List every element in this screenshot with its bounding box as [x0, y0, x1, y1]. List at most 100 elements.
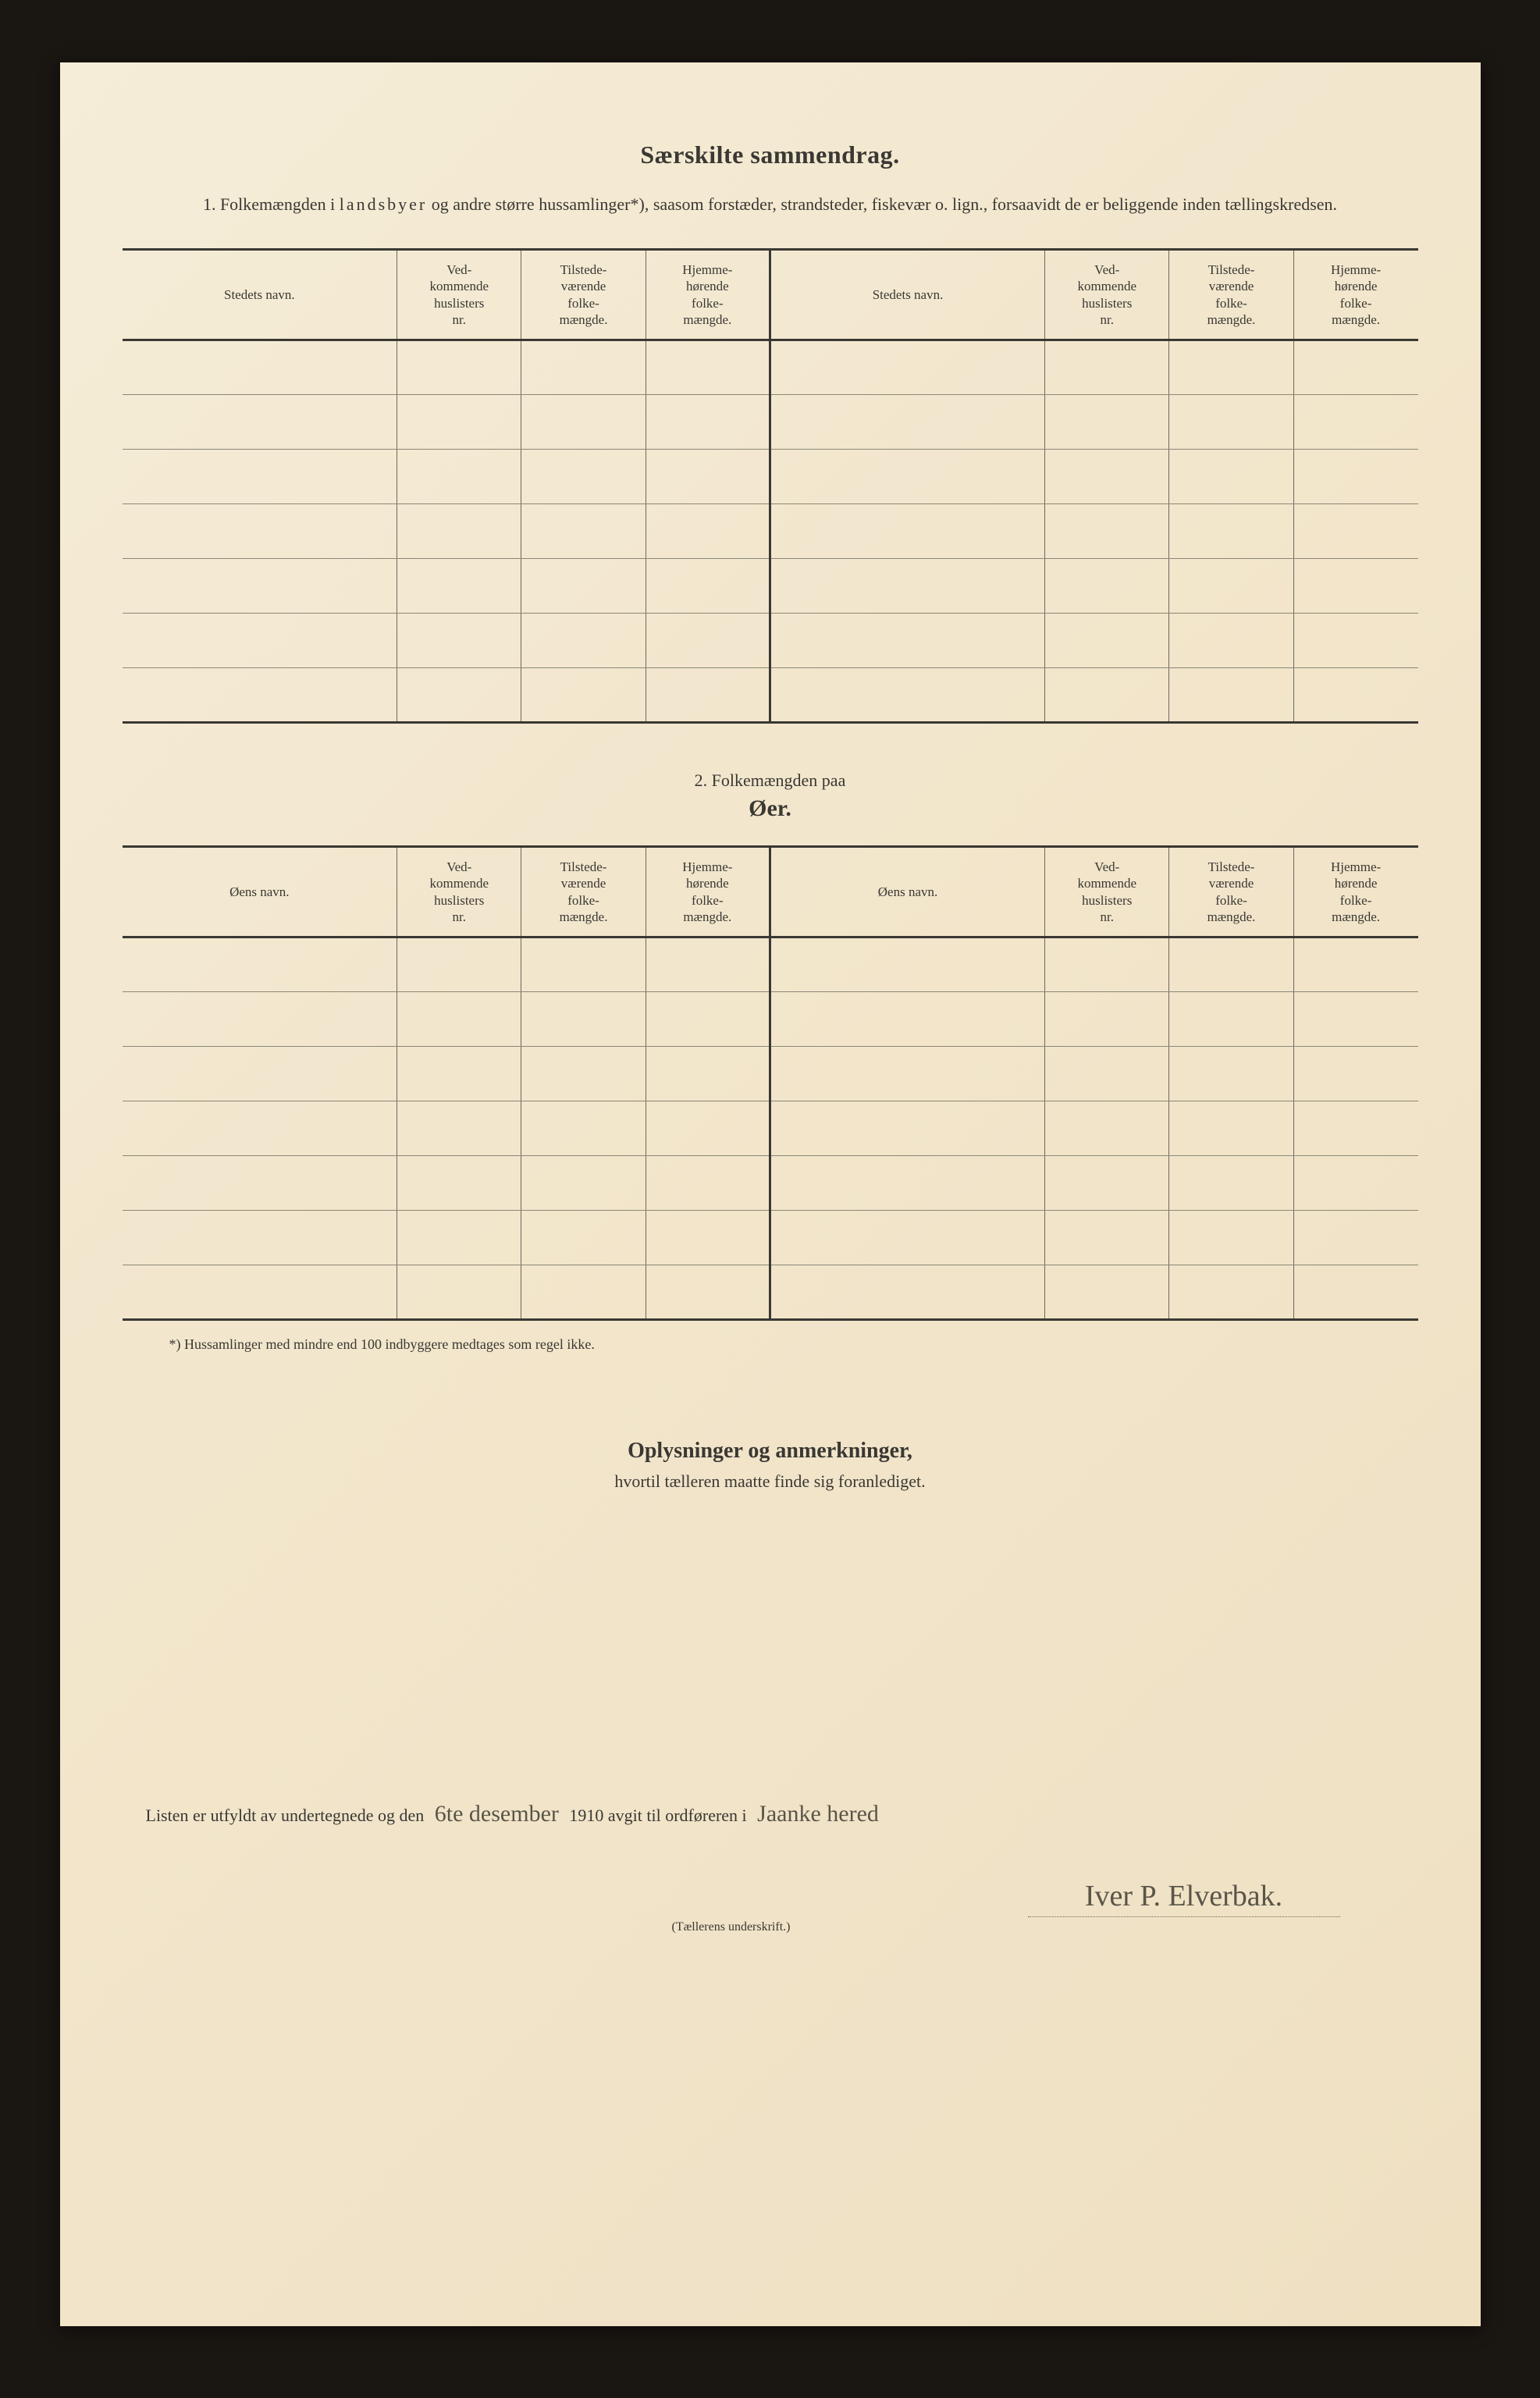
- table-cell: [1293, 992, 1417, 1047]
- table-cell: [1169, 1156, 1293, 1211]
- col-tilstede-right: Tilstede-værendefolke-mængde.: [1169, 250, 1293, 340]
- table-cell: [1045, 992, 1169, 1047]
- table-cell: [521, 1047, 646, 1101]
- table-cell: [770, 1265, 1044, 1320]
- table-row: [123, 1265, 1418, 1320]
- col-tilstede-left: Tilstede-værendefolke-mængde.: [521, 250, 646, 340]
- table-cell: [1045, 1211, 1169, 1265]
- table-cell: [770, 504, 1044, 559]
- table-cell: [1169, 668, 1293, 723]
- table-cell: [646, 340, 770, 395]
- main-title: Særskilte sammendrag.: [123, 141, 1418, 169]
- table-cell: [521, 992, 646, 1047]
- col-huslister-left-2: Ved-kommendehuslistersnr.: [397, 847, 521, 937]
- table-cell: [397, 340, 521, 395]
- table-cell: [646, 937, 770, 992]
- table-cell: [770, 668, 1044, 723]
- col-huslister-right: Ved-kommendehuslistersnr.: [1045, 250, 1169, 340]
- table-cell: [1045, 1101, 1169, 1156]
- table-cell: [1293, 1265, 1417, 1320]
- col-hjemme-right-2: Hjemme-hørendefolke-mængde.: [1293, 847, 1417, 937]
- section2-label: 2. Folkemængden paa: [123, 770, 1418, 791]
- table-cell: [1045, 937, 1169, 992]
- table-cell: [646, 668, 770, 723]
- table-cell: [1169, 504, 1293, 559]
- table-cell: [521, 504, 646, 559]
- table-cell: [1169, 559, 1293, 614]
- islands-table: Øens navn. Ved-kommendehuslistersnr. Til…: [123, 845, 1418, 1321]
- table-cell: [646, 1156, 770, 1211]
- table-cell: [521, 450, 646, 504]
- table-cell: [646, 1101, 770, 1156]
- table-cell: [123, 668, 397, 723]
- table-row: [123, 1211, 1418, 1265]
- table-cell: [521, 614, 646, 668]
- table-cell: [1169, 1047, 1293, 1101]
- col-huslister-left: Ved-kommendehuslistersnr.: [397, 250, 521, 340]
- table-cell: [521, 1211, 646, 1265]
- table-cell: [646, 992, 770, 1047]
- col-hjemme-right: Hjemme-hørendefolke-mængde.: [1293, 250, 1417, 340]
- table-cell: [397, 395, 521, 450]
- table-cell: [1169, 1265, 1293, 1320]
- table-cell: [123, 395, 397, 450]
- table-cell: [521, 395, 646, 450]
- islands-table-body: [123, 937, 1418, 1320]
- table-cell: [521, 559, 646, 614]
- table-cell: [123, 1047, 397, 1101]
- table-cell: [770, 992, 1044, 1047]
- table-cell: [1045, 395, 1169, 450]
- table-cell: [397, 614, 521, 668]
- table-cell: [1293, 450, 1417, 504]
- table-cell: [123, 937, 397, 992]
- table-cell: [397, 559, 521, 614]
- table-cell: [770, 1047, 1044, 1101]
- col-place-name-left: Stedets navn.: [123, 250, 397, 340]
- table-row: [123, 504, 1418, 559]
- table-cell: [397, 1211, 521, 1265]
- table-cell: [1045, 504, 1169, 559]
- table-cell: [770, 340, 1044, 395]
- intro-paragraph: 1. Folkemængden i landsbyer og andre stø…: [123, 191, 1418, 217]
- intro-prefix: 1. Folkemængden i: [203, 194, 340, 214]
- table-cell: [397, 937, 521, 992]
- table-row: [123, 450, 1418, 504]
- table-cell: [646, 559, 770, 614]
- table-cell: [646, 395, 770, 450]
- table-cell: [521, 1156, 646, 1211]
- table-cell: [521, 937, 646, 992]
- table-row: [123, 1156, 1418, 1211]
- table-cell: [646, 504, 770, 559]
- table-cell: [397, 1156, 521, 1211]
- signature-label: (Tællerens underskrift.): [123, 1920, 1340, 1934]
- places-table: Stedets navn. Ved-kommendehuslistersnr. …: [123, 248, 1418, 724]
- table-row: [123, 1047, 1418, 1101]
- table-cell: [123, 1211, 397, 1265]
- table-cell: [770, 559, 1044, 614]
- table-cell: [1169, 395, 1293, 450]
- table-cell: [1045, 559, 1169, 614]
- table-cell: [770, 1101, 1044, 1156]
- table-cell: [123, 504, 397, 559]
- table-cell: [1169, 1211, 1293, 1265]
- sig-mid: 1910 avgit til ordføreren i: [569, 1806, 751, 1825]
- table-cell: [397, 992, 521, 1047]
- col-tilstede-left-2: Tilstede-værendefolke-mængde.: [521, 847, 646, 937]
- col-huslister-right-2: Ved-kommendehuslistersnr.: [1045, 847, 1169, 937]
- places-table-body: [123, 340, 1418, 723]
- table-cell: [1293, 559, 1417, 614]
- table-cell: [1169, 937, 1293, 992]
- table-cell: [521, 1265, 646, 1320]
- col-island-name-left: Øens navn.: [123, 847, 397, 937]
- table-cell: [123, 1101, 397, 1156]
- table-cell: [1169, 340, 1293, 395]
- table-cell: [123, 450, 397, 504]
- table-cell: [1045, 1047, 1169, 1101]
- table-cell: [521, 1101, 646, 1156]
- table-cell: [646, 614, 770, 668]
- intro-spaced-word: landsbyer: [340, 194, 428, 214]
- table-cell: [521, 340, 646, 395]
- table-cell: [521, 668, 646, 723]
- sig-date-handwritten: 6te desember: [429, 1788, 565, 1840]
- table-row: [123, 340, 1418, 395]
